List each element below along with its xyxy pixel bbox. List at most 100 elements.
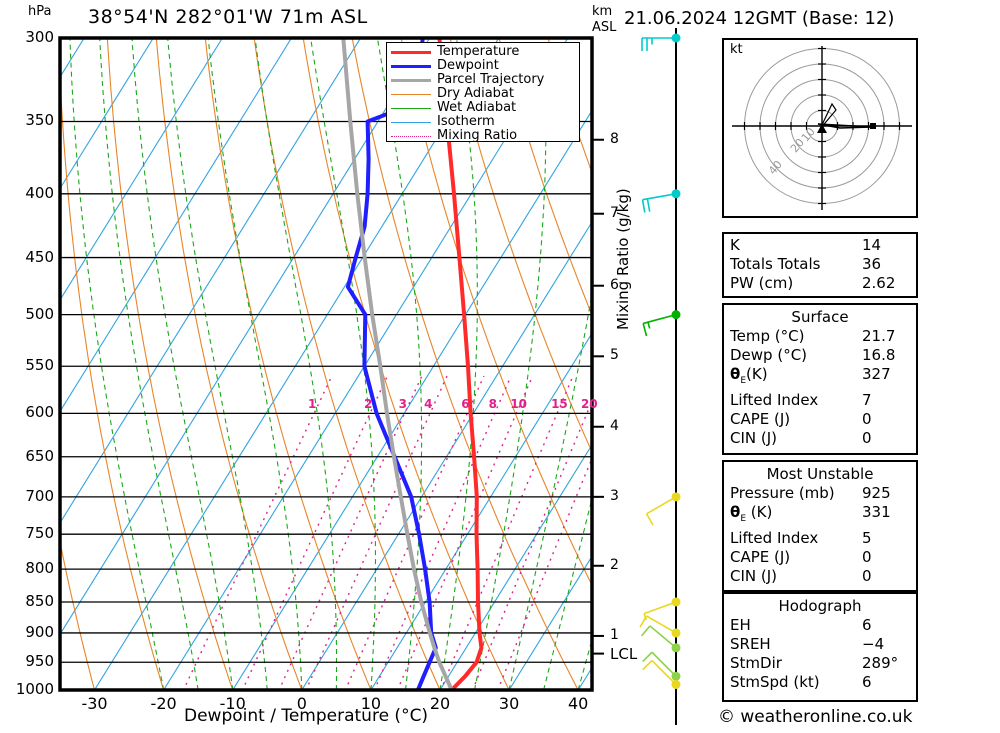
row-label: Dewp (°C) xyxy=(730,346,808,364)
row-label: Temp (°C) xyxy=(730,327,805,345)
pressure-tick-label: 400 xyxy=(25,183,54,202)
altitude-axis-asl-label: ASL xyxy=(592,20,617,35)
table-row: θE(K) 327 xyxy=(724,365,916,391)
altitude-tick-label: 2 xyxy=(610,556,619,573)
surface-table: Surface Temp (°C) 21.7 Dewp (°C) 16.8 θE(K… xyxy=(722,303,918,455)
mixing-ratio-label: 15 xyxy=(551,397,568,412)
table-row: StmSpd (kt) 6 xyxy=(724,673,916,692)
altitude-tick-label: 5 xyxy=(610,347,619,364)
legend-label: Mixing Ratio xyxy=(437,128,518,143)
altitude-tick-label: 7 xyxy=(610,204,619,221)
legend-label: Isotherm xyxy=(437,114,495,129)
pressure-tick-label: 650 xyxy=(25,446,54,465)
legend-item: Parcel Trajectory xyxy=(389,73,579,87)
table-row: CIN (J) 0 xyxy=(724,429,916,448)
row-label: Pressure (mb) xyxy=(730,484,835,502)
table-row: θE (K) 331 xyxy=(724,503,916,529)
legend-swatch xyxy=(391,78,431,82)
altitude-tick-label: 1 xyxy=(610,626,619,643)
legend-label: Wet Adiabat xyxy=(437,100,517,115)
pressure-tick-label: 750 xyxy=(25,524,54,543)
pressure-tick-label: 700 xyxy=(25,486,54,505)
legend-item: Isotherm xyxy=(389,115,579,129)
table-row: CAPE (J) 0 xyxy=(724,548,916,567)
row-value: 0 xyxy=(862,410,872,428)
pressure-tick-label: 450 xyxy=(25,247,54,266)
surface-title: Surface xyxy=(791,308,849,326)
legend-item: Wet Adiabat xyxy=(389,101,579,115)
most-unstable-title: Most Unstable xyxy=(766,465,874,483)
row-value: 7 xyxy=(862,391,872,409)
legend-label: Temperature xyxy=(437,44,520,59)
table-row: Lifted Index 5 xyxy=(724,529,916,548)
legend-swatch xyxy=(391,50,431,54)
temperature-tick-label: 40 xyxy=(567,694,589,713)
hodograph-unit-label: kt xyxy=(730,42,743,57)
legend-swatch xyxy=(391,121,431,123)
row-value: 5 xyxy=(862,529,872,547)
row-value: 925 xyxy=(862,484,891,502)
hodograph-stats-table: Hodograph EH 6 SREH −4 StmDir 289° StmSpd (… xyxy=(722,592,918,702)
pressure-tick-label: 800 xyxy=(25,559,54,578)
row-label: θE (K) xyxy=(730,503,773,524)
legend-swatch xyxy=(391,93,431,95)
table-row: K 14 xyxy=(724,236,916,255)
pressure-axis-unit-label: hPa xyxy=(28,4,52,19)
pressure-tick-label: 850 xyxy=(25,591,54,610)
row-value: 36 xyxy=(862,255,882,273)
hodograph-panel: 10 20 40 xyxy=(722,38,918,218)
svg-text:40: 40 xyxy=(766,158,785,177)
row-value: 6 xyxy=(862,673,872,691)
mixing-ratio-label: 6 xyxy=(461,397,470,412)
forecast-datetime-label: 21.06.2024 12GMT (Base: 12) xyxy=(624,8,895,29)
legend-swatch xyxy=(391,135,431,137)
temperature-tick-label: 0 xyxy=(296,694,307,713)
pressure-tick-label: 900 xyxy=(25,622,54,641)
table-row: StmDir 289° xyxy=(724,654,916,673)
altitude-axis-unit-label: km xyxy=(592,4,613,19)
row-label: Lifted Index xyxy=(730,391,819,409)
row-label: θE(K) xyxy=(730,365,768,386)
table-row: Lifted Index 7 xyxy=(724,391,916,410)
row-label: CIN (J) xyxy=(730,567,778,585)
row-label: CIN (J) xyxy=(730,429,778,447)
legend-label: Dewpoint xyxy=(437,58,499,73)
table-row: Dewp (°C) 16.8 xyxy=(724,346,916,365)
row-label: Lifted Index xyxy=(730,529,819,547)
hodograph-stats-title: Hodograph xyxy=(778,597,862,615)
copyright-label: © weatheronline.co.uk xyxy=(718,707,913,727)
legend-swatch xyxy=(391,107,431,109)
legend-item: Temperature xyxy=(389,45,579,59)
legend: Temperature Dewpoint Parcel Trajectory Dry … xyxy=(386,42,580,143)
row-label: PW (cm) xyxy=(730,274,794,292)
row-value: 2.62 xyxy=(862,274,896,292)
row-label: CAPE (J) xyxy=(730,548,791,566)
lcl-label: LCL xyxy=(610,645,638,663)
row-value: 0 xyxy=(862,548,872,566)
legend-swatch xyxy=(391,64,431,68)
mixing-ratio-label: 4 xyxy=(424,397,433,412)
table-row: SREH −4 xyxy=(724,635,916,654)
mixing-ratio-axis-title: Mixing Ratio (g/kg) xyxy=(614,188,632,330)
mixing-ratio-label: 8 xyxy=(488,397,497,412)
mixing-ratio-label: 1 xyxy=(308,397,317,412)
legend-item: Dry Adiabat xyxy=(389,87,579,101)
row-value: 0 xyxy=(862,567,872,585)
legend-label: Dry Adiabat xyxy=(437,86,514,101)
legend-item: Mixing Ratio xyxy=(389,129,579,143)
pressure-tick-label: 1000 xyxy=(15,680,54,698)
table-row: CIN (J) 0 xyxy=(724,567,916,586)
legend-label: Parcel Trajectory xyxy=(437,72,545,87)
table-row: CAPE (J) 0 xyxy=(724,410,916,429)
station-title: 38°54'N 282°01'W 71m ASL xyxy=(88,6,368,28)
table-row: Totals Totals 36 xyxy=(724,255,916,274)
row-value: 331 xyxy=(862,503,891,521)
pressure-tick-label: 500 xyxy=(25,304,54,323)
row-label: Totals Totals xyxy=(730,255,821,273)
row-label: K xyxy=(730,236,740,254)
mixing-ratio-label: 2 xyxy=(363,397,373,412)
most-unstable-table: Most Unstable Pressure (mb) 925 θE (K) 331… xyxy=(722,460,918,592)
temperature-tick-label: -30 xyxy=(81,694,108,713)
